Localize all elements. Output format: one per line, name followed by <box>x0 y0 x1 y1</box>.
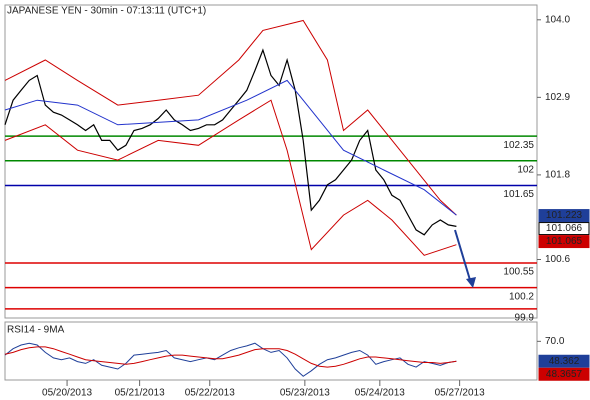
x-tick-label: 05/20/2013 <box>42 388 92 399</box>
x-tick-label: 05/24/2013 <box>355 388 405 399</box>
y-tick-label: 102.9 <box>545 92 570 103</box>
arrow-head <box>466 277 476 288</box>
price-tag-label: 48.3657 <box>546 369 583 380</box>
series-line <box>4 99 457 256</box>
x-tick-label: 05/27/2013 <box>435 388 485 399</box>
price-tag-label: 48.362 <box>549 356 580 367</box>
level-label: 100.55 <box>503 267 534 278</box>
y-tick-label: 70.0 <box>545 336 565 347</box>
series-line <box>4 346 457 368</box>
forecast-arrow <box>454 229 476 288</box>
chart-title: JAPANESE YEN - 30min - 07:13:11 (UTC+1) <box>7 6 206 17</box>
x-tick-label: 05/22/2013 <box>185 388 235 399</box>
price-tag-label: 101.066 <box>546 223 583 234</box>
x-tick-label: 05/21/2013 <box>115 388 165 399</box>
series-line <box>4 79 457 216</box>
series-line <box>4 342 457 377</box>
price-tag <box>538 209 590 223</box>
x-tick-label: 05/23/2013 <box>280 388 330 399</box>
rsi-panel <box>4 321 538 381</box>
level-label: 102.35 <box>503 140 534 151</box>
price-tag <box>538 354 590 368</box>
price-tag <box>538 222 590 236</box>
rsi-title: RSI14 - 9MA <box>7 325 65 336</box>
price-tag <box>538 235 590 249</box>
price-tag-label: 101.065 <box>546 236 583 247</box>
price-tag-label: 101.223 <box>546 210 583 221</box>
price-tag <box>538 367 590 381</box>
level-label: 102 <box>517 164 534 175</box>
arrow-shaft <box>454 229 471 281</box>
level-label: 101.65 <box>503 189 534 200</box>
y-tick-label: 104.0 <box>545 14 570 25</box>
y-tick-label: 100.6 <box>545 254 570 265</box>
level-label: 100.2 <box>509 291 534 302</box>
series-line <box>4 48 457 236</box>
level-label: 99.9 <box>515 312 535 323</box>
y-tick-label: 101.8 <box>545 170 570 181</box>
series-line <box>4 19 457 216</box>
